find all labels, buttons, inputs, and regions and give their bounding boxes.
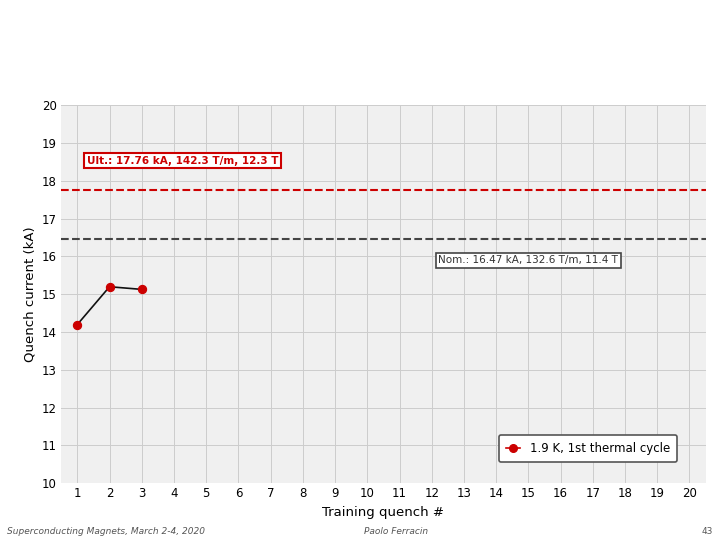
X-axis label: Training quench #: Training quench # [323, 506, 444, 519]
Text: Paolo Ferracin: Paolo Ferracin [364, 526, 428, 536]
Point [136, 285, 148, 294]
Y-axis label: Quench current (kA): Quench current (kA) [24, 226, 37, 362]
Legend: 1.9 K, 1st thermal cycle: 1.9 K, 1st thermal cycle [499, 435, 677, 462]
Point [71, 320, 83, 329]
Text: LAB: LAB [11, 26, 30, 36]
Text: Superconducting Magnets, March 2-4, 2020: Superconducting Magnets, March 2-4, 2020 [7, 526, 205, 536]
Text: First test of HiLumi Nb$_3$Sn IR quadrupole: First test of HiLumi Nb$_3$Sn IR quadrup… [153, 60, 567, 82]
Text: MQXFS 01 test: MQXFS 01 test [268, 15, 452, 38]
Text: Ult.: 17.76 kA, 142.3 T/m, 12.3 T: Ult.: 17.76 kA, 142.3 T/m, 12.3 T [87, 156, 279, 166]
Text: BERKELEY: BERKELEY [11, 8, 62, 17]
Point [104, 282, 115, 291]
Text: Nom.: 16.47 kA, 132.6 T/m, 11.4 T: Nom.: 16.47 kA, 132.6 T/m, 11.4 T [438, 255, 618, 265]
Text: 43: 43 [701, 526, 713, 536]
